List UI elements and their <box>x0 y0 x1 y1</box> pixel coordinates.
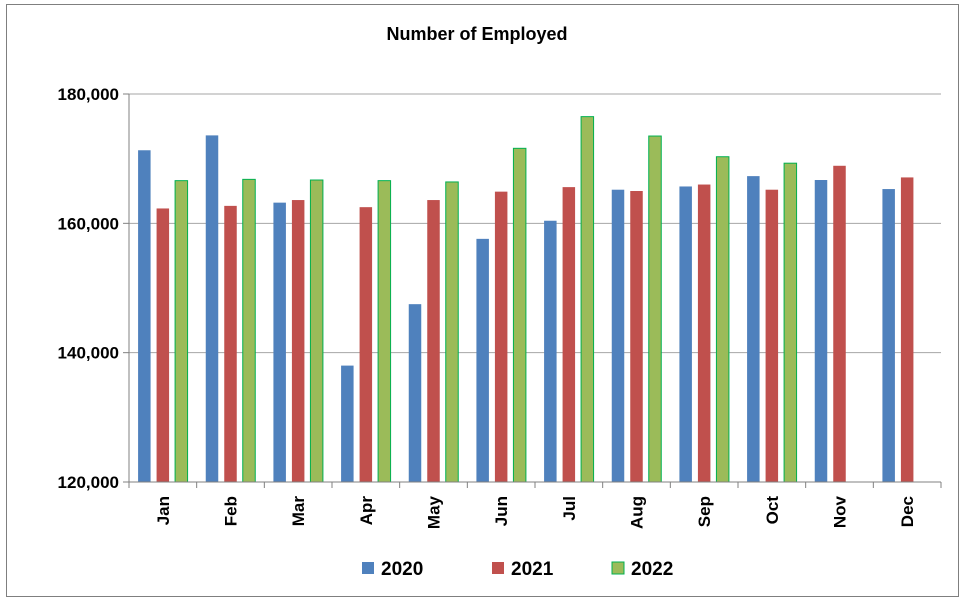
x-tick-label: Dec <box>898 496 917 527</box>
bar-2022-Jun <box>512 147 527 483</box>
chart-frame: Number of Employed 120,000 140,000 160,000… <box>6 4 959 597</box>
bar-2021-Mar <box>291 200 305 482</box>
legend-label: 2020 <box>381 559 423 580</box>
bar-2021-Jan <box>156 208 170 482</box>
legend-item-2021: 2021 <box>492 559 554 580</box>
bar-2021-May <box>427 200 440 482</box>
legend-label: 2021 <box>511 559 554 580</box>
legend-swatch <box>611 561 625 575</box>
bar-2022-Sep <box>715 156 730 483</box>
bar-chart: Number of Employed 120,000 140,000 160,000… <box>58 24 942 580</box>
legend-swatch <box>362 562 374 574</box>
legend-item-2020: 2020 <box>362 559 423 580</box>
bar-2021-Feb <box>224 205 237 482</box>
bar-2021-Sep <box>697 184 711 483</box>
bar-2020-Dec <box>882 189 895 482</box>
bar-2020-May <box>408 304 422 482</box>
bar-2020-Jun <box>476 238 489 482</box>
y-tick-label: 120,000 <box>58 473 119 492</box>
bar-2020-Feb <box>205 135 219 483</box>
bar-2020-Apr <box>341 365 354 482</box>
x-tick-label: Jan <box>154 496 173 525</box>
bar-2021-Apr <box>359 207 373 482</box>
bar-2022-Jan <box>174 180 189 483</box>
x-tick-label: Jul <box>560 496 579 521</box>
y-tick-label: 140,000 <box>58 344 119 363</box>
x-tick-label: Sep <box>695 496 714 527</box>
bar-2021-Oct <box>765 189 779 482</box>
bar-2020-Jul <box>544 220 557 482</box>
bar-2021-Jul <box>562 187 576 482</box>
bar-2022-May <box>445 181 459 483</box>
bar-2020-Jan <box>138 150 151 482</box>
bar-2020-Oct <box>747 176 760 483</box>
bar-2022-Oct <box>783 162 798 483</box>
bar-2021-Nov <box>833 165 846 482</box>
bar-2022-Apr <box>377 180 392 483</box>
bar-2021-Aug <box>630 191 643 482</box>
bar-2020-Nov <box>814 180 828 483</box>
bar-2021-Dec <box>900 177 914 483</box>
bar-2022-Mar <box>309 179 324 483</box>
gridlines <box>129 93 941 354</box>
bar-2022-Jul <box>580 116 595 483</box>
bar-2020-Aug <box>611 189 625 482</box>
bar-2022-Feb <box>242 178 256 483</box>
bar-2020-Sep <box>679 186 692 482</box>
legend: 2020 2021 2022 <box>362 559 673 580</box>
x-tick-label: Feb <box>222 496 241 526</box>
x-tick-label: Jun <box>492 496 511 526</box>
bar-2020-Mar <box>273 202 286 482</box>
y-tick-label: 160,000 <box>58 214 119 233</box>
bar-2021-Jun <box>494 191 508 482</box>
x-tick-label: Oct <box>763 496 782 525</box>
x-tick-label: Nov <box>831 495 850 528</box>
chart-title: Number of Employed <box>386 24 567 44</box>
x-tick-label: Aug <box>628 496 647 529</box>
y-tick-label: 180,000 <box>58 85 119 104</box>
x-tick-label: Apr <box>357 496 376 526</box>
x-tick-label: Mar <box>289 496 308 527</box>
axes: 120,000 140,000 160,000 180,000 Jan Feb Mar Apr… <box>58 85 942 529</box>
legend-label: 2022 <box>631 559 673 580</box>
legend-item-2022: 2022 <box>611 559 673 580</box>
bars <box>138 116 914 483</box>
x-tick-label: May <box>425 495 444 529</box>
legend-swatch <box>492 562 504 574</box>
bar-2022-Aug <box>648 135 662 483</box>
